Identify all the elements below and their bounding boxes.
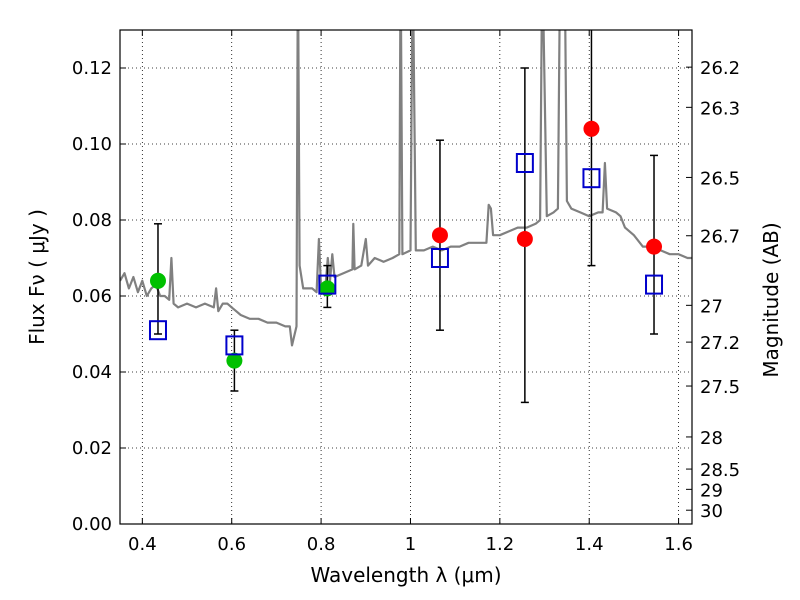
y-tick-label: 0.00 xyxy=(72,514,112,535)
model-spectrum-line xyxy=(120,30,692,347)
mag-tick-label: 29 xyxy=(700,480,723,501)
x-tick-label: 1.4 xyxy=(575,534,604,555)
y-tick-label: 0.08 xyxy=(72,210,112,231)
y-tick-label: 0.10 xyxy=(72,134,112,155)
mag-tick-label: 26.5 xyxy=(700,168,740,189)
y-tick-label: 0.12 xyxy=(72,58,112,79)
mag-tick-label: 26.3 xyxy=(700,98,740,119)
mag-tick-label: 27 xyxy=(700,296,723,317)
model-square-marker xyxy=(430,248,449,268)
model-square-marker xyxy=(582,168,601,189)
x-axis-title: Wavelength λ (μm) xyxy=(310,563,501,587)
y-tick-label: 0.02 xyxy=(72,438,112,459)
mag-tick-label: 27.5 xyxy=(700,377,740,398)
red-data-point xyxy=(516,231,533,247)
mag-tick-label: 26.2 xyxy=(700,58,740,79)
mag-tick-label: 26.7 xyxy=(700,227,740,248)
marker-layer xyxy=(148,120,664,369)
x-tick-label: 0.8 xyxy=(307,534,336,555)
model-square-marker xyxy=(645,274,664,295)
model-square-marker xyxy=(515,153,534,173)
red-data-point xyxy=(583,120,600,137)
mag-tick-label: 28 xyxy=(700,428,723,449)
y2-axis-title: Magnitude (AB) xyxy=(759,222,783,377)
y-tick-label: 0.04 xyxy=(72,362,112,383)
plot-frame xyxy=(119,29,693,525)
green-data-point xyxy=(319,280,336,297)
model-square-marker xyxy=(318,274,337,295)
model-square-marker xyxy=(225,335,244,356)
red-data-point xyxy=(431,227,448,244)
green-data-point xyxy=(226,352,243,369)
spectrum-layer xyxy=(120,30,692,347)
x-axis: 0.4 0.6 0.8 1 1.2 1.4 1.6 xyxy=(128,30,693,555)
grid-lines xyxy=(120,30,692,525)
y-tick-label: 0.06 xyxy=(72,286,112,307)
x-tick-label: 1.6 xyxy=(664,534,693,555)
x-tick-label: 0.4 xyxy=(128,534,157,555)
x-tick-label: 0.6 xyxy=(217,534,246,555)
y-axis: 0.00 0.02 0.04 0.06 0.08 0.10 0.12 xyxy=(72,58,126,535)
x-tick-label: 1 xyxy=(405,534,416,555)
mag-tick-label: 30 xyxy=(700,501,723,522)
red-data-point xyxy=(646,238,663,255)
green-data-point xyxy=(149,272,166,289)
y-axis-title: Flux Fν ( μJy ) xyxy=(25,209,49,345)
x-tick-label: 1.2 xyxy=(486,534,515,555)
mag-tick-label: 28.5 xyxy=(700,460,740,481)
errorbar-layer xyxy=(153,30,659,404)
mag-tick-label: 27.2 xyxy=(700,333,740,354)
model-square-marker xyxy=(148,320,167,341)
